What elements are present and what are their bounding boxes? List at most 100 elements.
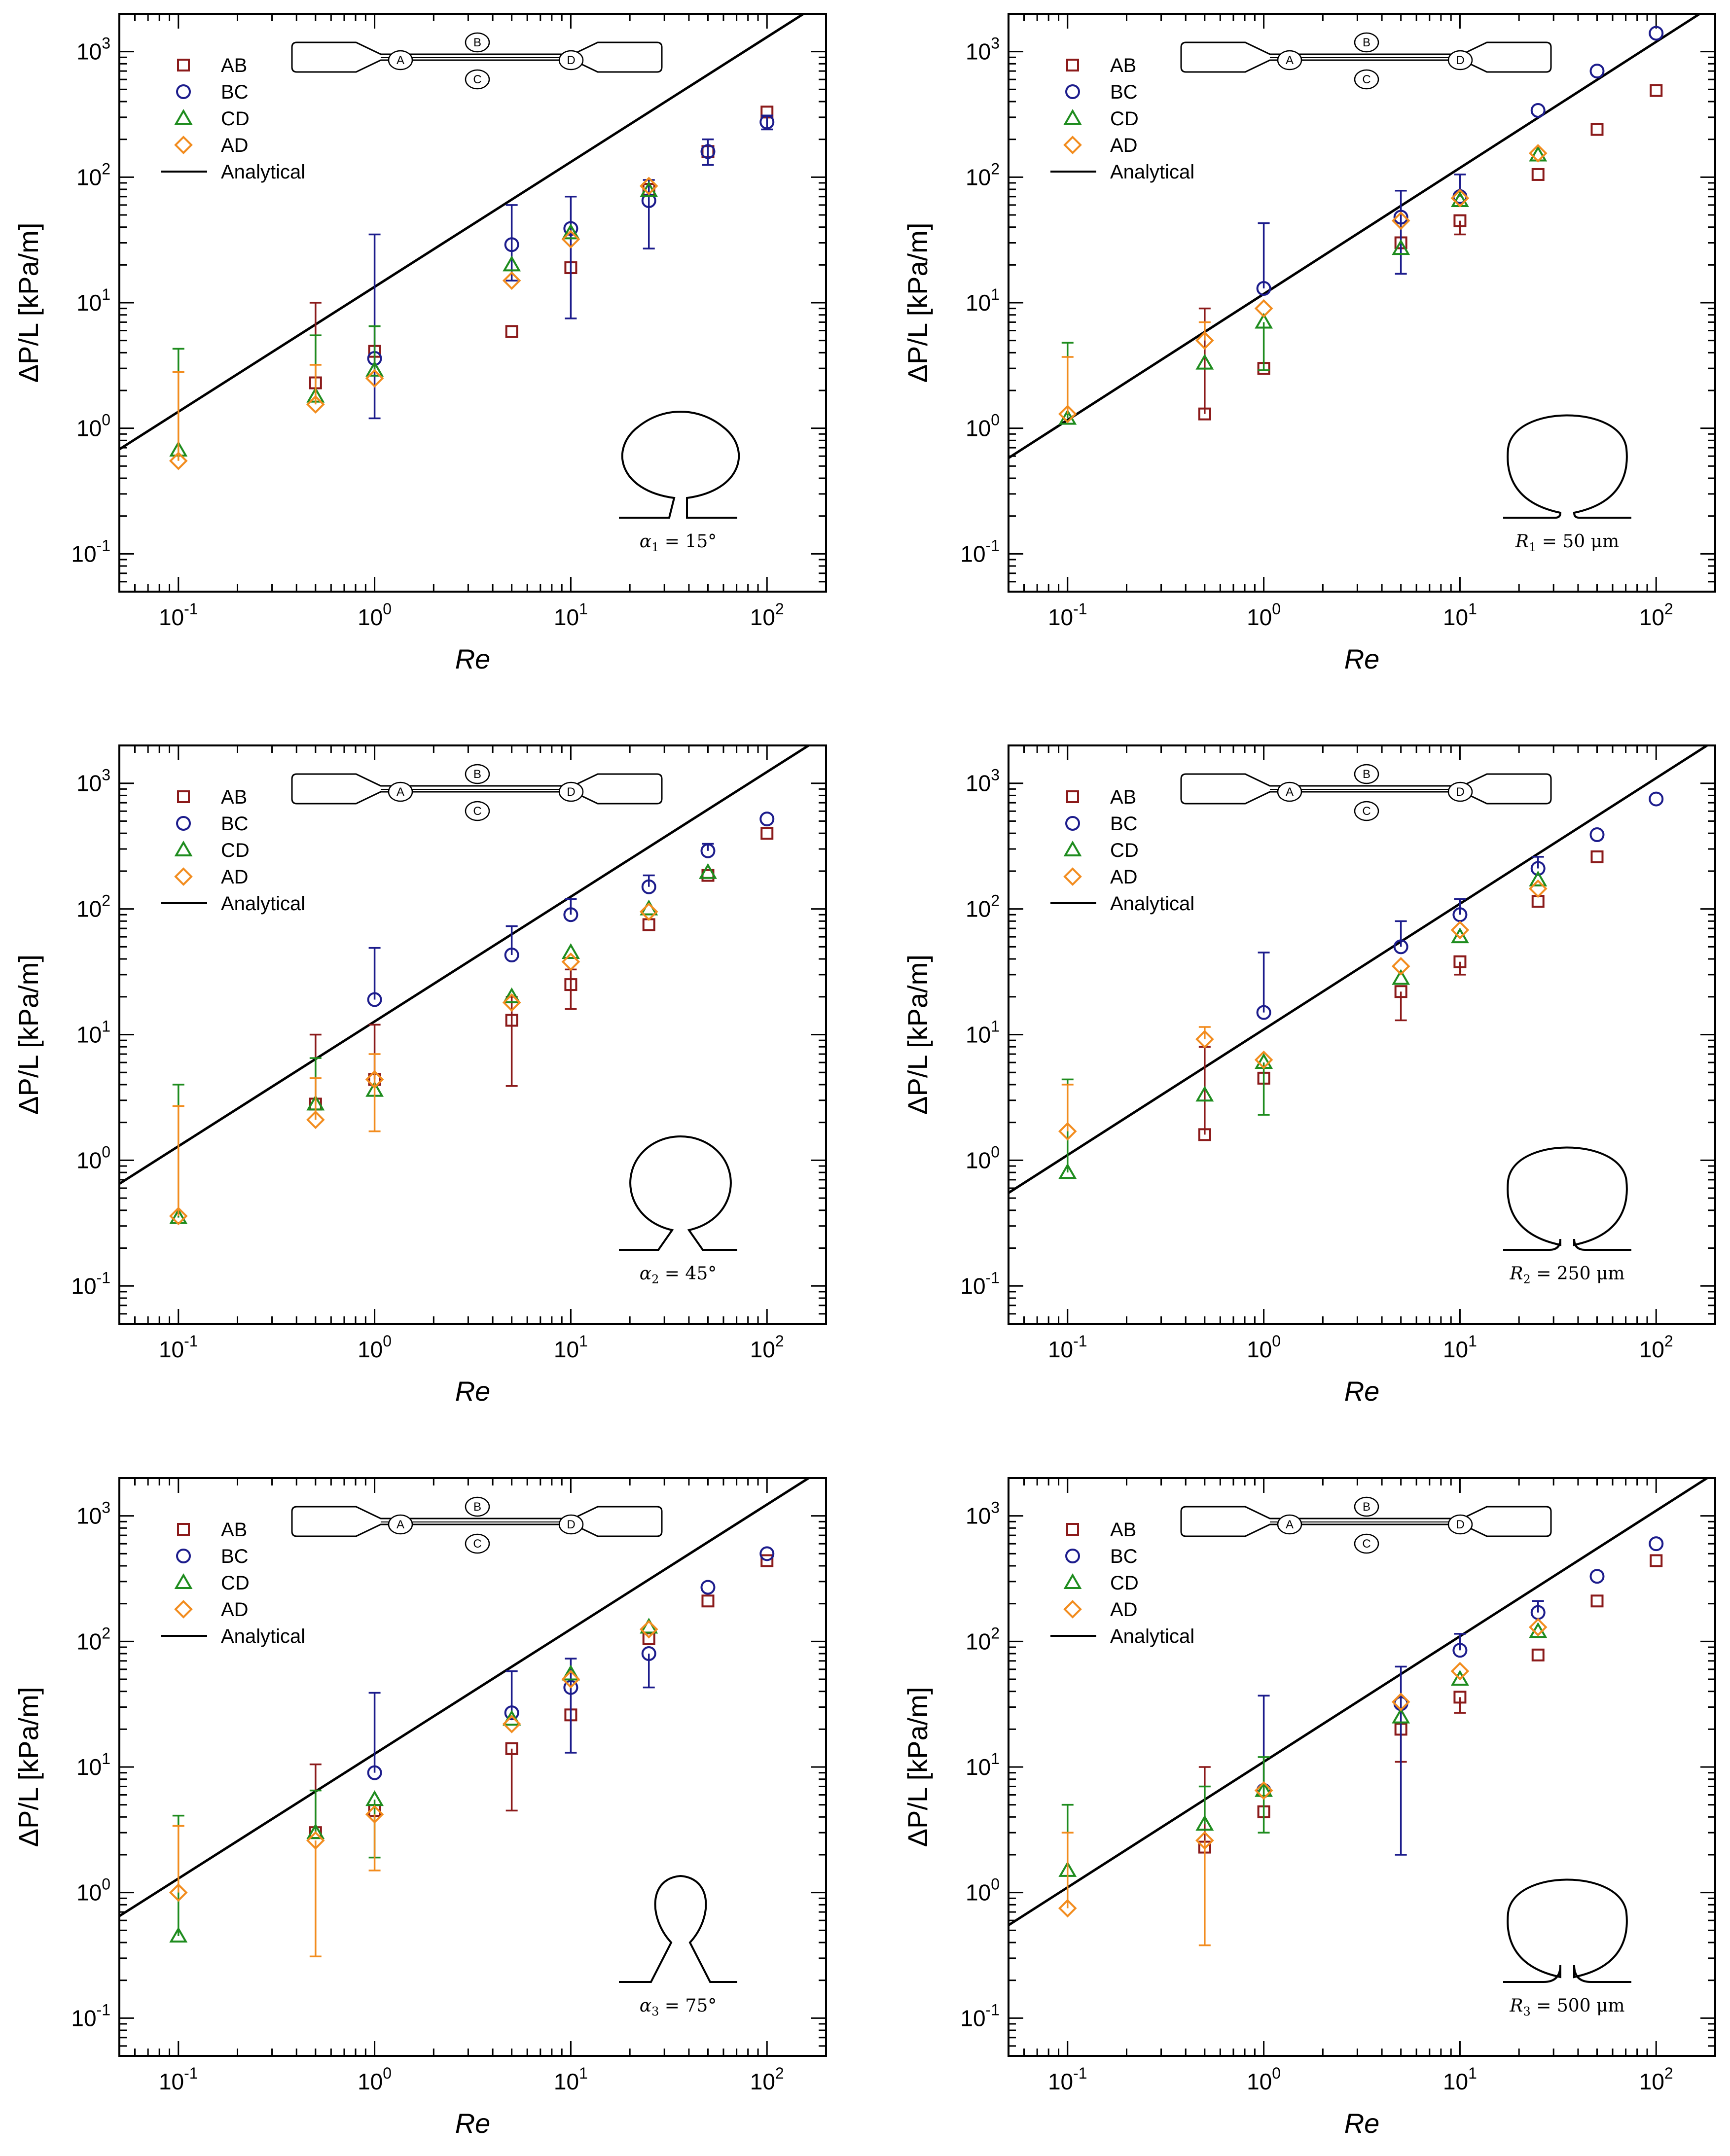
- marker-ab: [1198, 407, 1211, 421]
- inset-subscript: 1: [651, 540, 659, 554]
- marker-ad: [174, 867, 193, 886]
- x-axis-title: Re: [1344, 643, 1380, 674]
- x-tick-label: 100: [358, 2064, 392, 2094]
- channel-point-marker: [465, 801, 490, 821]
- analytical-line: [1009, 745, 1710, 1194]
- legend: AB BC CD AD Analytical: [161, 786, 305, 915]
- marker-ad: [365, 1070, 384, 1089]
- channel-point-label: C: [1362, 1537, 1370, 1551]
- x-tick-label: 101: [554, 2064, 588, 2094]
- channel-point-label: D: [1456, 785, 1464, 799]
- x-tick-label: 100: [1247, 1332, 1281, 1362]
- marker-bc: [563, 221, 578, 236]
- y-tick-exponent: -1: [97, 1269, 110, 1286]
- marker-ab: [1066, 59, 1079, 71]
- inset-symbol: R: [1509, 1264, 1523, 1284]
- marker-ab: [177, 1523, 190, 1536]
- y-tick-label: 102: [76, 160, 110, 190]
- legend-label-bc: BC: [1110, 813, 1138, 835]
- channel-point-marker: [1354, 764, 1379, 784]
- channel-point-marker: [388, 781, 413, 802]
- marker-bc: [1065, 84, 1080, 99]
- y-tick-exponent: 0: [102, 1875, 110, 1893]
- series-cd: [1058, 1622, 1548, 1877]
- series-cd: [169, 863, 717, 1224]
- y-tick-exponent: -1: [97, 2001, 110, 2018]
- marker-ad: [1528, 1618, 1548, 1637]
- marker-cd: [1255, 313, 1273, 329]
- marker-cd: [503, 1710, 521, 1726]
- series-bc: [367, 1546, 775, 1780]
- marker-ad: [1195, 1029, 1214, 1049]
- y-axis-title: ΔP/L [kPa/m]: [13, 223, 44, 383]
- legend-label-analytical: Analytical: [221, 161, 305, 183]
- marker-ad: [306, 1110, 325, 1130]
- x-tick-exponent: 1: [1468, 1332, 1477, 1350]
- marker-bc: [1256, 281, 1271, 296]
- cross-section-inset: R3 = 500 μm: [1503, 1878, 1631, 2018]
- marker-ab: [642, 1632, 655, 1645]
- y-tick-exponent: 3: [991, 35, 1000, 52]
- marker-cd: [561, 943, 580, 959]
- marker-ad: [561, 1670, 580, 1689]
- channel-point-marker: [558, 50, 584, 71]
- channel-point-marker: [1277, 50, 1302, 71]
- channel-point-label: C: [1362, 73, 1370, 86]
- marker-ad: [1450, 189, 1470, 208]
- analytical-line: [1009, 1478, 1710, 1926]
- marker-ab: [1394, 985, 1407, 998]
- y-tick-exponent: 3: [991, 766, 1000, 784]
- legend-label-cd: CD: [221, 840, 250, 861]
- y-tick-label: 102: [76, 892, 110, 922]
- x-tick-exponent: 1: [579, 600, 588, 618]
- inset-symbol: α: [640, 1996, 651, 2016]
- legend-label-ab: AB: [221, 786, 247, 808]
- y-tick-label: 10-1: [960, 1269, 1000, 1299]
- inset-subscript: 1: [1529, 540, 1536, 554]
- marker-bc: [759, 114, 775, 130]
- marker-bc: [1530, 103, 1546, 118]
- series-ab: [1198, 850, 1604, 1141]
- x-tick-label: 100: [1247, 2064, 1281, 2094]
- inset-subscript: 3: [1523, 2005, 1531, 2018]
- marker-bc: [504, 948, 519, 963]
- marker-ab: [505, 325, 518, 338]
- marker-ab: [1590, 123, 1604, 136]
- y-tick-exponent: 1: [991, 285, 1000, 303]
- y-axis-title: ΔP/L [kPa/m]: [13, 954, 44, 1115]
- inset-parameter-label: α3 = 75°: [640, 1996, 717, 2018]
- marker-ad: [639, 902, 658, 921]
- series-bc: [1256, 1536, 1664, 1856]
- y-tick-label: 103: [966, 35, 1000, 65]
- marker-cd: [1392, 239, 1410, 255]
- legend-label-ab: AB: [221, 1519, 247, 1541]
- marker-ad: [561, 952, 580, 971]
- channel-point-marker: [465, 32, 490, 53]
- channel-point-label: C: [1362, 805, 1370, 818]
- marker-ab: [1650, 1554, 1663, 1567]
- legend-label-bc: BC: [221, 1546, 249, 1567]
- x-tick-exponent: 1: [579, 2064, 588, 2082]
- marker-cd: [699, 863, 717, 879]
- channel-point-marker: [388, 50, 413, 71]
- marker-cd: [174, 840, 193, 856]
- y-tick-label: 103: [76, 1499, 110, 1529]
- marker-ad: [502, 271, 521, 290]
- marker-ad: [174, 1600, 193, 1619]
- series-ad: [1058, 1618, 1548, 1946]
- marker-bc: [1649, 791, 1664, 807]
- x-tick-label: 102: [750, 1332, 784, 1362]
- legend-label-ad: AD: [1110, 135, 1138, 156]
- legend-label-ad: AD: [1110, 1599, 1138, 1621]
- marker-ab: [564, 978, 577, 991]
- marker-bc: [504, 237, 519, 252]
- y-tick-exponent: 2: [102, 160, 110, 177]
- x-tick-exponent: -1: [184, 600, 198, 618]
- marker-ad: [1254, 1781, 1273, 1800]
- marker-cd: [1195, 1086, 1214, 1102]
- inset-symbol: α: [640, 531, 651, 552]
- marker-cd: [561, 1664, 580, 1681]
